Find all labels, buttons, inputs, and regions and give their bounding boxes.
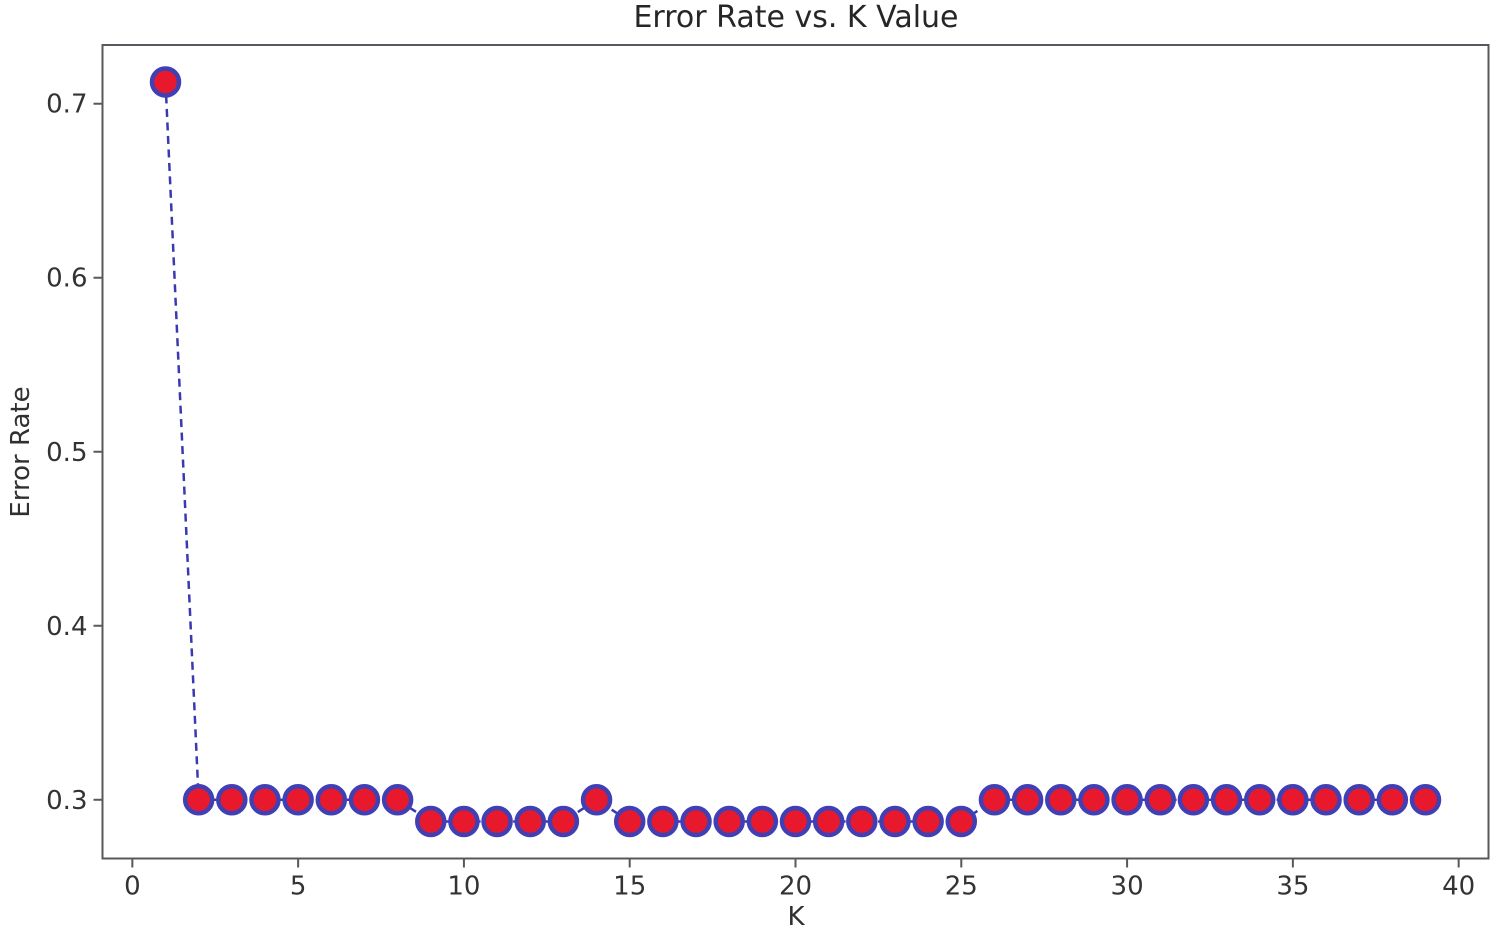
- y-tick-label: 0.4: [46, 612, 87, 642]
- y-axis-label: Error Rate: [6, 386, 36, 518]
- x-tick-label: 40: [1442, 872, 1475, 902]
- y-tick-label: 0.6: [46, 264, 87, 294]
- y-tick-label: 0.5: [46, 438, 87, 468]
- y-tick-label: 0.3: [46, 786, 87, 816]
- data-point-marker: [580, 784, 613, 816]
- data-point-marker: [481, 805, 513, 838]
- data-point-marker: [547, 805, 580, 838]
- data-point-marker: [249, 784, 281, 816]
- data-point-marker: [514, 805, 546, 838]
- data-point-marker: [1111, 784, 1143, 816]
- data-point-marker: [978, 784, 1011, 816]
- chart-title: Error Rate vs. K Value: [633, 0, 959, 35]
- data-point-marker: [1343, 784, 1375, 816]
- data-point-marker: [713, 805, 745, 838]
- data-point-marker: [912, 805, 944, 838]
- data-point-marker: [448, 805, 480, 838]
- x-tick-label: 0: [124, 872, 141, 902]
- x-tick-label: 15: [613, 872, 646, 902]
- data-point-marker: [1409, 784, 1442, 816]
- data-point-marker: [381, 784, 414, 816]
- data-point-marker: [348, 784, 381, 816]
- series-line: [164, 81, 1426, 823]
- data-point-marker: [647, 805, 679, 838]
- data-point-marker: [1277, 784, 1309, 816]
- data-point-marker: [879, 805, 911, 838]
- data-point-marker: [1310, 784, 1342, 816]
- data-point-marker: [282, 784, 314, 816]
- x-tick-label: 25: [945, 872, 978, 902]
- data-point-marker: [216, 784, 248, 816]
- data-point-marker: [779, 805, 812, 838]
- x-axis-label: K: [787, 902, 805, 932]
- data-point-marker: [680, 805, 712, 838]
- data-point-marker: [1045, 784, 1077, 816]
- data-point-marker: [613, 805, 646, 838]
- data-point-marker: [149, 66, 182, 98]
- data-point-marker: [315, 784, 348, 816]
- data-point-marker: [182, 784, 215, 816]
- data-point-marker: [945, 805, 978, 838]
- y-tick-label: 0.7: [46, 90, 87, 120]
- x-tick-label: 10: [447, 872, 480, 902]
- data-point-marker: [415, 805, 447, 838]
- data-point-marker: [1177, 784, 1210, 816]
- axes-frame: [101, 44, 1490, 860]
- data-point-marker: [746, 805, 779, 838]
- data-point-marker: [1078, 784, 1110, 816]
- data-point-marker: [1243, 784, 1276, 816]
- x-tick-label: 35: [1276, 872, 1309, 902]
- x-tick-label: 5: [290, 872, 307, 902]
- data-point-marker: [1011, 784, 1044, 816]
- x-tick-label: 20: [779, 872, 812, 902]
- data-point-marker: [1144, 784, 1176, 816]
- data-point-marker: [1376, 784, 1409, 816]
- x-tick-label: 30: [1111, 872, 1144, 902]
- data-point-marker: [846, 805, 878, 838]
- data-point-marker: [812, 805, 845, 838]
- data-point-marker: [1210, 784, 1243, 816]
